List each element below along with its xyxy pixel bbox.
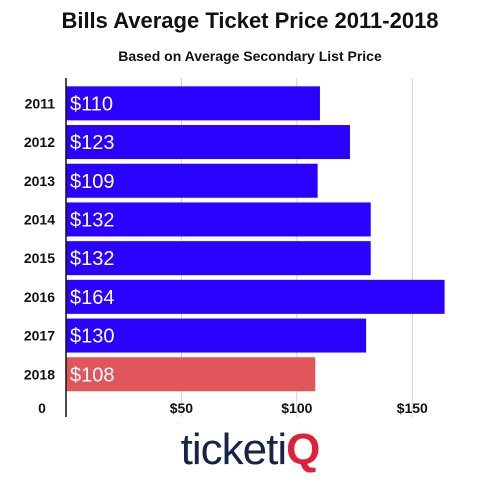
bar-2014 xyxy=(66,202,371,237)
data-label: $123 xyxy=(70,132,115,154)
category-label: 2014 xyxy=(24,211,55,227)
bar-2015 xyxy=(66,241,371,276)
data-label: $110 xyxy=(70,93,113,115)
axis-layer: 0 $50 $100 $150 xyxy=(38,78,428,417)
data-label: $109 xyxy=(70,171,115,193)
chart-subtitle: Based on Average Secondary List Price xyxy=(118,48,382,64)
chart-title: Bills Average Ticket Price 2011-2018 xyxy=(61,8,439,33)
bar-2011 xyxy=(66,86,320,121)
category-label: 2017 xyxy=(24,328,55,344)
category-label: 2018 xyxy=(24,366,55,382)
category-label: 2012 xyxy=(24,134,55,150)
ticketiq-logo: ticketiQ xyxy=(0,424,500,476)
data-label: $130 xyxy=(70,326,115,348)
bar-2017 xyxy=(66,318,367,353)
category-label: 2011 xyxy=(25,95,56,111)
x-tick-label: $100 xyxy=(281,400,312,416)
bar-2016 xyxy=(66,279,445,314)
x-tick-label: $50 xyxy=(170,400,194,416)
data-label: $108 xyxy=(70,364,115,386)
category-label: 2013 xyxy=(24,173,55,189)
bar-layer xyxy=(66,86,445,392)
logo-text: ticketi xyxy=(180,425,287,474)
category-label: 2015 xyxy=(24,250,55,266)
x-tick-label: $150 xyxy=(397,400,428,416)
data-label: $132 xyxy=(70,248,115,270)
bar-2013 xyxy=(66,163,318,198)
bar-2018 xyxy=(66,357,316,392)
data-label: $132 xyxy=(70,209,115,231)
x-tick-label: 0 xyxy=(38,400,46,416)
label-layer: 2011 $110 2012 $123 2013 $109 2014 $132 2015 $132… xyxy=(24,93,115,386)
data-label: $164 xyxy=(70,287,115,309)
category-label: 2016 xyxy=(24,289,55,305)
logo-accent: Q xyxy=(286,425,320,474)
bar-2012 xyxy=(66,125,350,160)
